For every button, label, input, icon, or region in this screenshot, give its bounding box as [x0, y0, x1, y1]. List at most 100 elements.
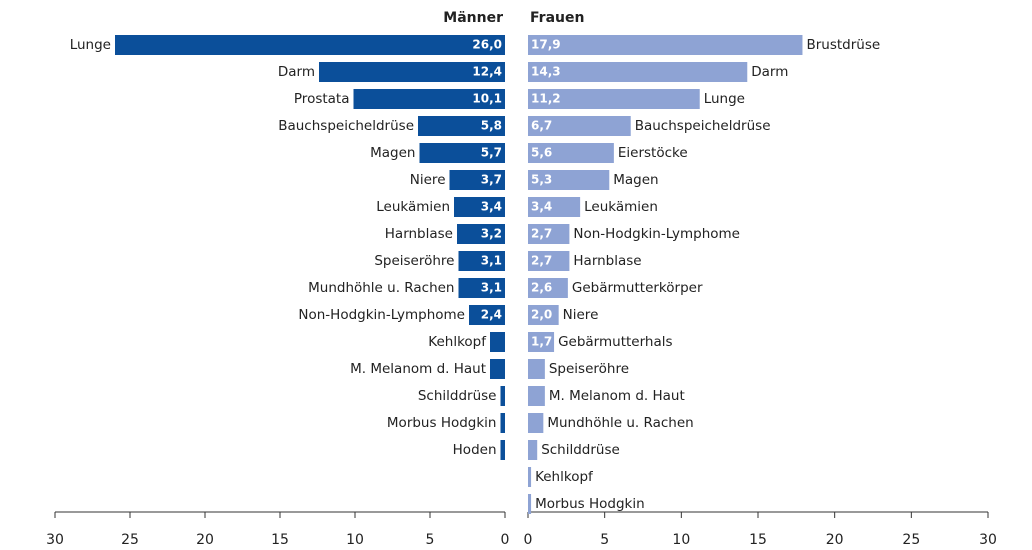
bar: [528, 359, 545, 379]
bar: [490, 359, 505, 379]
x-tick-label: 15: [749, 532, 767, 548]
bar: [115, 35, 505, 55]
category-label: Harnblase: [573, 253, 641, 269]
category-label: Lunge: [70, 37, 111, 53]
value-label: 14,3: [531, 65, 561, 79]
bar: [528, 116, 631, 136]
value-label: 5,6: [531, 146, 552, 160]
category-label: Non-Hodgkin-Lymphome: [298, 307, 465, 323]
x-tick-label: 25: [902, 532, 920, 548]
category-label: Brustdrüse: [806, 37, 880, 53]
category-label: Niere: [410, 172, 446, 188]
value-label: 5,8: [481, 119, 502, 133]
value-label: 3,7: [481, 173, 502, 187]
bar: [528, 467, 532, 487]
category-label: Gebärmutterhals: [558, 334, 672, 350]
bar: [457, 224, 505, 244]
value-label: 6,7: [531, 119, 552, 133]
category-label: Schilddrüse: [418, 388, 497, 404]
bar: [500, 440, 505, 460]
category-label: Speiseröhre: [374, 253, 454, 269]
bar: [528, 413, 544, 433]
bar: [418, 116, 505, 136]
category-label: Leukämien: [584, 199, 658, 215]
value-label: 5,3: [531, 173, 552, 187]
category-label: Magen: [370, 145, 415, 161]
chart-title: Männer: [443, 10, 503, 26]
bar: [528, 440, 538, 460]
bar: [528, 143, 614, 163]
chart-title: Frauen: [530, 10, 584, 26]
value-label: 2,4: [481, 308, 502, 322]
bar: [528, 305, 559, 325]
value-label: 17,9: [531, 38, 561, 52]
category-label: Schilddrüse: [541, 442, 620, 458]
category-label: Lunge: [704, 91, 745, 107]
value-label: 2,0: [531, 308, 552, 322]
value-label: 3,1: [481, 281, 502, 295]
value-label: 10,1: [472, 92, 502, 106]
value-label: 5,7: [481, 146, 502, 160]
bar: [528, 332, 555, 352]
x-tick-label: 5: [600, 532, 609, 548]
category-label: Magen: [613, 172, 658, 188]
category-label: Kehlkopf: [535, 469, 594, 485]
x-tick-label: 5: [426, 532, 435, 548]
category-label: Harnblase: [385, 226, 453, 242]
bar: [528, 197, 581, 217]
x-tick-label: 10: [346, 532, 364, 548]
bar: [528, 251, 570, 271]
category-label: Leukämien: [376, 199, 450, 215]
category-label: Mundhöhle u. Rachen: [547, 415, 693, 431]
category-label: M. Melanom d. Haut: [549, 388, 685, 404]
x-tick-label: 0: [501, 532, 510, 548]
bar: [458, 278, 505, 298]
category-label: Eierstöcke: [618, 145, 688, 161]
value-label: 3,4: [481, 200, 502, 214]
category-label: Gebärmutterkörper: [572, 280, 703, 296]
bar: [528, 224, 570, 244]
bar: [528, 278, 568, 298]
x-tick-label: 0: [524, 532, 533, 548]
value-label: 12,4: [472, 65, 502, 79]
bar: [528, 62, 748, 82]
bar: [319, 62, 505, 82]
value-label: 3,4: [531, 200, 552, 214]
bar: [528, 35, 803, 55]
category-label: Darm: [278, 64, 315, 80]
value-label: 1,7: [531, 335, 552, 349]
bar: [528, 494, 532, 514]
category-label: Bauchspeicheldrüse: [278, 118, 414, 134]
bar: [353, 89, 505, 109]
value-label: 3,2: [481, 227, 502, 241]
bar: [419, 143, 505, 163]
x-tick-label: 15: [271, 532, 289, 548]
x-tick-label: 20: [196, 532, 214, 548]
bar: [449, 170, 505, 190]
category-label: Non-Hodgkin-Lymphome: [573, 226, 740, 242]
category-label: M. Melanom d. Haut: [350, 361, 486, 377]
category-label: Mundhöhle u. Rachen: [308, 280, 454, 296]
bar: [528, 89, 700, 109]
bar: [454, 197, 505, 217]
category-label: Speiseröhre: [549, 361, 629, 377]
category-label: Morbus Hodgkin: [535, 496, 645, 512]
x-tick-label: 25: [121, 532, 139, 548]
value-label: 2,7: [531, 254, 552, 268]
x-tick-label: 10: [672, 532, 690, 548]
value-label: 3,1: [481, 254, 502, 268]
bar: [528, 170, 610, 190]
bar: [528, 386, 545, 406]
bar: [469, 305, 505, 325]
value-label: 11,2: [531, 92, 561, 106]
value-label: 2,7: [531, 227, 552, 241]
x-tick-label: 30: [46, 532, 64, 548]
value-label: 2,6: [531, 281, 552, 295]
category-label: Kehlkopf: [428, 334, 487, 350]
bar: [458, 251, 505, 271]
category-label: Prostata: [294, 91, 350, 107]
category-label: Hoden: [453, 442, 497, 458]
bar: [490, 332, 505, 352]
category-label: Darm: [751, 64, 788, 80]
